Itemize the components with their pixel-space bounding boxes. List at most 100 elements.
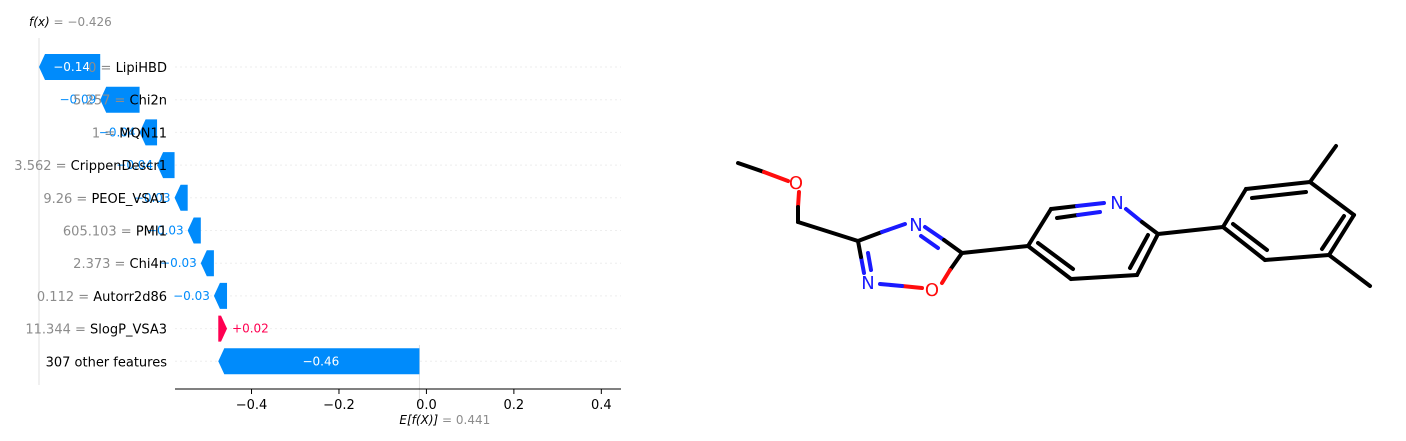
bond <box>1320 214 1346 251</box>
feature-value: 0 = <box>88 61 115 76</box>
feature-name: 307 other features <box>46 355 168 370</box>
feature-name: MQN11 <box>119 126 167 141</box>
waterfall-bar <box>100 86 140 113</box>
waterfall-bar <box>213 282 228 309</box>
bond <box>923 225 946 242</box>
bond <box>1076 210 1102 217</box>
ex-label: E[f(X)] <box>399 413 438 427</box>
feature-value: 9.26 = <box>43 192 91 207</box>
shap-waterfall-chart: −0.140 = LipiHBD−0.095.257 = Chi2n−0.041… <box>14 15 621 427</box>
x-tick-label: 0.4 <box>591 398 612 413</box>
waterfall-bar <box>200 250 214 277</box>
atom-label: O <box>925 280 939 301</box>
feature-value: 3.562 = <box>14 159 70 174</box>
bond <box>1069 273 1139 281</box>
bar-value-label: −0.09 <box>59 93 96 107</box>
bond <box>736 161 766 174</box>
feature-name: Autorr2d86 <box>93 290 167 305</box>
expected-value-annotation: E[f(X)] = 0.441 <box>399 413 490 427</box>
feature-label: 0 = LipiHBD <box>88 61 167 76</box>
bond <box>856 230 884 243</box>
atom-label: N <box>909 215 922 236</box>
molecule-structure: O N N O N <box>736 144 1372 301</box>
waterfall-bar <box>39 54 101 80</box>
bond <box>1308 144 1338 184</box>
bond <box>1135 232 1160 277</box>
bond <box>1231 222 1269 252</box>
fx-annotation: f(x) = −0.426 <box>29 15 112 29</box>
bond <box>1140 220 1160 236</box>
feature-name: SlogP_VSA3 <box>90 323 167 338</box>
waterfall-bar <box>218 315 228 342</box>
bar-value-label: −0.14 <box>53 60 90 74</box>
waterfall-bar <box>157 152 175 179</box>
feature-value: 11.344 = <box>25 323 90 338</box>
feature-label: 1 = MQN11 <box>92 126 167 141</box>
x-tick-label: −0.4 <box>236 398 268 413</box>
bond <box>796 220 860 243</box>
feature-label: 605.103 = PMI1 <box>63 225 167 240</box>
feature-value: 605.103 = <box>63 225 136 240</box>
bond <box>1308 180 1356 217</box>
x-tick-label: 0.2 <box>504 398 525 413</box>
bond <box>900 284 924 290</box>
feature-name: CrippenDescr1 <box>71 159 167 174</box>
bar-value-label: −0.03 <box>134 191 171 205</box>
bond <box>1244 180 1312 191</box>
feature-label: 11.344 = SlogP_VSA3 <box>25 323 167 338</box>
bond <box>1124 207 1144 224</box>
bond <box>942 238 964 255</box>
bond <box>856 239 863 259</box>
fx-value: = −0.426 <box>50 15 112 29</box>
waterfall-bar <box>218 348 420 375</box>
waterfall-bar <box>187 217 201 244</box>
bar-value-label: −0.46 <box>302 354 339 368</box>
bond <box>1263 253 1331 262</box>
bond <box>880 222 907 234</box>
feature-value: 0.112 = <box>37 290 93 305</box>
bond <box>1026 207 1053 248</box>
bond <box>940 268 952 285</box>
bond <box>1128 233 1150 270</box>
feature-label: 2.373 = Chi4n <box>73 257 167 272</box>
bond <box>948 251 964 272</box>
bond <box>1327 213 1356 257</box>
feature-label: 307 other features <box>46 355 168 370</box>
feature-label: 0.112 = Autorr2d86 <box>37 290 167 305</box>
bond <box>1221 187 1248 229</box>
bond <box>762 170 790 183</box>
bond <box>859 255 866 275</box>
feature-name: PEOE_VSA1 <box>91 192 167 207</box>
bond <box>1250 190 1308 200</box>
feature-label: 5.257 = Chi2n <box>73 94 167 109</box>
fx-label: f(x) <box>29 15 50 29</box>
bond <box>1026 244 1073 281</box>
bond <box>878 282 904 288</box>
bond <box>866 251 873 272</box>
bond <box>1049 204 1079 211</box>
feature-label: 9.26 = PEOE_VSA1 <box>43 192 167 207</box>
feature-value: 2.373 = <box>73 257 129 272</box>
feature-name: LipiHBD <box>116 61 167 76</box>
bar-value-label: −0.04 <box>116 158 153 172</box>
bar-value-label: −0.04 <box>99 125 136 139</box>
bond <box>1036 241 1075 271</box>
feature-value: 5.257 = <box>73 94 129 109</box>
bond <box>1075 201 1106 208</box>
x-tick-label: 0.0 <box>416 398 437 413</box>
bar-value-label: +0.02 <box>232 322 269 336</box>
bond <box>1156 225 1225 236</box>
bond <box>796 190 801 209</box>
atom-label: N <box>1110 193 1123 214</box>
waterfall-bar <box>174 184 188 211</box>
feature-value: 1 = <box>92 126 119 141</box>
feature-name: Chi2n <box>130 94 167 109</box>
ex-value: = 0.441 <box>438 413 490 427</box>
feature-label: 3.562 = CrippenDescr1 <box>14 159 167 174</box>
bond <box>919 234 940 250</box>
bar-value-label: −0.03 <box>147 224 184 238</box>
bar-value-label: −0.03 <box>173 289 210 303</box>
bond <box>1327 253 1372 288</box>
waterfall-bar <box>139 119 158 146</box>
bond <box>960 244 1030 255</box>
